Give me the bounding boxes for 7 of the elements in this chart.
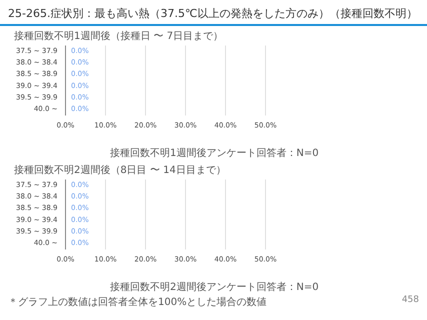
chart-title: 25-265.症状別：最も高い熱（37.5℃以上の発熱をした方のみ）（接種回数不明） — [0, 0, 427, 26]
text: 接種回数不明1週間後アンケート回答者：N=0 — [109, 146, 320, 160]
text: 458 — [402, 295, 419, 307]
chart-title: 接種回数不明2週間後（8日目 〜 14日目まで） — [13, 164, 227, 177]
chart-subtitle: 接種回数不明1週間後（接種日 〜 7日目まで） — [13, 30, 224, 43]
text: 接種回数不明2週間後アンケート回答者：N=0 — [109, 280, 320, 294]
text: ＊グラフ上の数値は回答者全体を100%とした場合の数値 — [8, 296, 267, 309]
